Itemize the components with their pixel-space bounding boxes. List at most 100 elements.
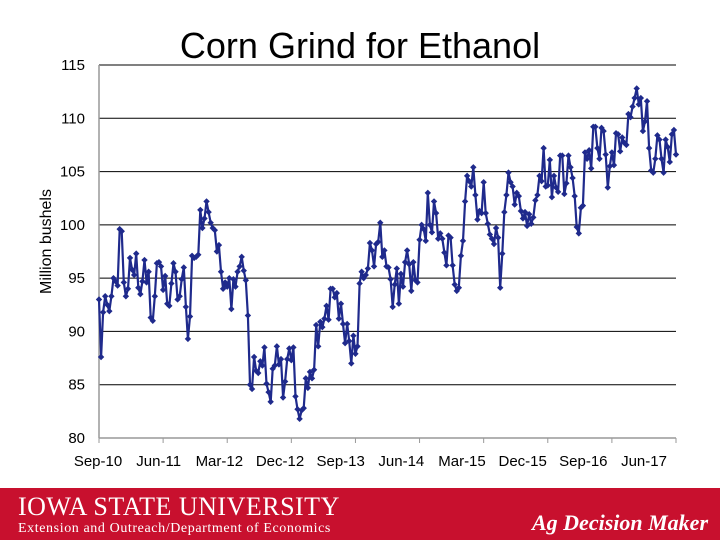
data-point: [114, 282, 121, 289]
y-tick-label: 90: [68, 323, 85, 340]
data-point: [519, 215, 527, 222]
data-point: [102, 293, 109, 300]
data-point: [451, 281, 458, 288]
data-point: [480, 179, 487, 186]
data-point: [178, 276, 185, 283]
data-point: [238, 253, 245, 261]
data-point: [106, 307, 113, 315]
data-point: [596, 155, 603, 162]
data-point: [465, 177, 473, 185]
data-point: [513, 189, 520, 197]
data-point: [468, 183, 475, 190]
data-point: [176, 293, 183, 300]
data-point: [124, 285, 132, 292]
data-point: [168, 280, 175, 287]
series-corn-grind: [95, 85, 680, 423]
data-point: [503, 191, 510, 199]
data-point: [275, 361, 283, 368]
brand-logo-text: Ag Decision Maker: [532, 510, 708, 535]
data-point: [195, 251, 202, 258]
axis-labels: 80 85 90 95 100 105 110 115 Sep-10 Jun-11 Mar-12 De…: [38, 57, 667, 470]
data-point: [619, 134, 626, 141]
data-point: [559, 152, 566, 159]
data-point: [492, 224, 500, 232]
data-point: [459, 237, 467, 245]
data-point: [217, 268, 225, 275]
data-point: [536, 172, 543, 180]
data-point: [308, 375, 316, 382]
data-point: [439, 235, 446, 242]
data-point: [534, 191, 541, 199]
data-point: [660, 169, 667, 176]
data-point: [118, 228, 125, 235]
data-point: [658, 155, 665, 162]
y-tick-label: 115: [61, 57, 85, 74]
data-point: [550, 172, 558, 180]
data-point: [588, 165, 595, 172]
data-point: [604, 184, 611, 191]
data-point: [108, 293, 115, 300]
data-point: [408, 287, 415, 295]
data-point: [343, 320, 351, 328]
data-point: [647, 167, 655, 174]
data-point: [126, 254, 134, 262]
data-point: [455, 284, 463, 291]
data-point: [350, 332, 357, 339]
data-point: [362, 271, 369, 279]
data-point: [224, 283, 231, 290]
data-point: [579, 202, 587, 209]
data-point: [215, 241, 223, 249]
data-point: [122, 293, 130, 300]
data-point: [538, 177, 545, 185]
data-point: [304, 384, 312, 392]
series-line: [97, 87, 678, 420]
x-tick-label: Jun-11: [136, 453, 181, 470]
data-point: [356, 280, 363, 287]
data-point: [263, 380, 270, 387]
data-point: [616, 148, 624, 155]
data-point: [333, 289, 341, 297]
university-name: IOWA STATE UNIVERSITY: [18, 492, 340, 521]
x-tick-label: Jun-14: [378, 453, 424, 470]
data-point: [205, 208, 212, 216]
x-tick-label: Jun-17: [621, 453, 667, 470]
data-point: [151, 293, 159, 300]
data-point: [544, 182, 551, 189]
data-point: [652, 155, 659, 162]
data-point: [112, 278, 119, 285]
data-point: [449, 262, 456, 269]
data-point: [627, 114, 634, 121]
data-point: [128, 266, 136, 273]
data-point: [592, 123, 599, 131]
data-point: [267, 398, 274, 405]
data-point: [211, 226, 219, 234]
data-point: [261, 344, 268, 351]
data-point: [575, 230, 582, 237]
y-tick-label: 105: [60, 164, 85, 181]
data-point: [337, 300, 345, 307]
y-tick-label: 80: [68, 430, 85, 447]
data-point: [354, 343, 361, 350]
chart-title: Corn Grind for Ethanol: [179, 25, 541, 66]
data-point: [501, 208, 508, 216]
data-point: [374, 238, 382, 246]
data-point: [482, 209, 489, 217]
data-point: [329, 285, 336, 292]
data-point: [366, 239, 374, 247]
data-point: [364, 265, 372, 272]
data-point: [281, 378, 289, 385]
data-point: [335, 315, 343, 322]
data-point: [259, 362, 266, 369]
y-tick-label: 95: [68, 270, 85, 287]
data-point: [277, 355, 285, 363]
data-point: [166, 302, 173, 310]
data-point: [149, 317, 156, 324]
data-point: [352, 350, 359, 358]
data-point: [232, 283, 239, 290]
data-point: [478, 209, 485, 217]
data-point: [180, 264, 187, 271]
data-point: [312, 321, 320, 329]
data-point: [389, 303, 396, 311]
data-point: [279, 394, 287, 401]
data-point: [474, 216, 481, 223]
